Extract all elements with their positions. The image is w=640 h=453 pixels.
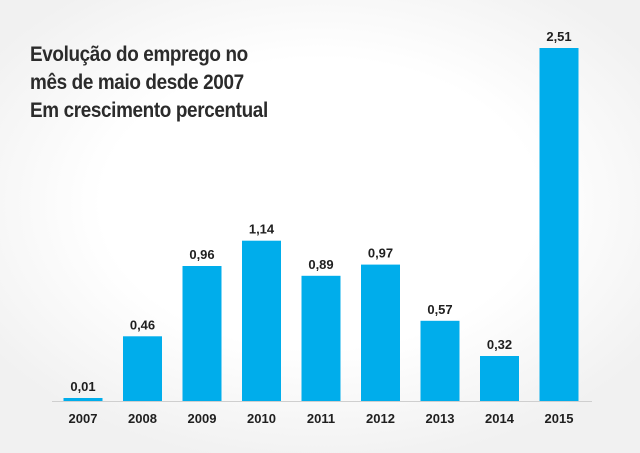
value-label-2010: 1,14 [249, 222, 275, 237]
value-label-2009: 0,96 [189, 247, 214, 262]
tick-label-2008: 2008 [128, 411, 157, 426]
bar-2012 [361, 264, 400, 401]
chart-subtitle: Em crescimento percentual [30, 99, 268, 122]
tick-label-2007: 2007 [69, 411, 98, 426]
bar-2007 [63, 398, 103, 401]
bar-2015 [539, 48, 579, 401]
chart-title: Evolução do emprego no mês de maio desde… [30, 41, 300, 125]
value-label-2015: 2,51 [546, 29, 571, 44]
tick-label-2012: 2012 [366, 411, 395, 426]
value-label-2012: 0,97 [368, 246, 393, 261]
chart-title-line-2: mês de maio desde 2007 [30, 71, 244, 94]
value-label-2008: 0,46 [130, 317, 155, 332]
bar-2013 [420, 320, 460, 401]
value-labels: 0,01 0,46 0,96 1,14 0,89 0,97 0,57 0,32 2,51 [70, 29, 571, 394]
value-label-2013: 0,57 [427, 302, 452, 317]
tick-label-2015: 2015 [545, 411, 574, 426]
value-label-2011: 0,89 [308, 257, 333, 272]
value-label-2007: 0,01 [70, 379, 95, 394]
tick-label-2010: 2010 [247, 411, 276, 426]
tick-label-2014: 2014 [485, 411, 515, 426]
bar-2011 [301, 275, 341, 401]
bars [63, 48, 579, 401]
bar-2008 [123, 336, 162, 401]
tick-label-2011: 2011 [307, 411, 335, 426]
value-label-2014: 0,32 [487, 337, 512, 352]
chart-title-line-1: Evolução do emprego no [30, 43, 248, 66]
bar-2010 [242, 240, 281, 401]
bar-2009 [182, 266, 222, 401]
tick-label-2013: 2013 [426, 411, 455, 426]
x-tick-labels: 2007 2008 2009 2010 2011 2012 2013 2014 2015 [69, 411, 574, 426]
bar-2014 [480, 356, 519, 401]
tick-label-2009: 2009 [188, 411, 217, 426]
